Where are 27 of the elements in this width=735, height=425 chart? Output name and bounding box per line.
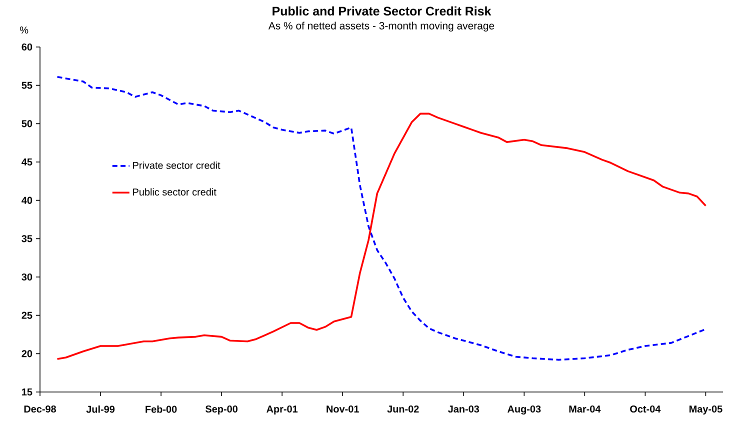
y-tick-label: 15 — [22, 388, 32, 396]
y-axis-title: % — [20, 26, 28, 34]
y-tick-label: 60 — [22, 43, 32, 51]
y-tick-label: 20 — [22, 350, 32, 358]
y-tick-label: 35 — [22, 235, 32, 242]
y-tick-label: 45 — [22, 158, 32, 166]
x-tick-label: Mar-04 — [569, 405, 601, 413]
x-tick-label: Jun-02 — [387, 405, 419, 413]
x-tick-label: Jan-03 — [448, 405, 480, 413]
y-tick-label: 40 — [22, 196, 32, 204]
x-tick-label: Aug-03 — [508, 405, 541, 415]
y-tick-label: 30 — [22, 273, 32, 281]
x-tick-label: Oct-04 — [630, 405, 661, 413]
chart-title: Public and Private Sector Credit Risk — [272, 6, 492, 16]
x-tick-label: Dec-98 — [24, 405, 56, 413]
x-tick-label: Sep-00 — [206, 405, 238, 414]
y-tick-label: 25 — [22, 312, 32, 319]
chart-subtitle: As % of netted assets - 3-month moving average — [268, 22, 494, 32]
legend-label: Public sector credit — [133, 188, 216, 196]
y-tick-label: 50 — [22, 120, 32, 128]
x-tick-label: Apr-01 — [266, 405, 298, 414]
x-tick-label: May-05 — [690, 405, 722, 414]
x-tick-label: Feb-00 — [146, 405, 177, 413]
legend-label: Private sector credit — [133, 162, 220, 169]
x-tick-label: Nov-01 — [326, 405, 359, 413]
y-tick-label: 55 — [22, 82, 32, 89]
x-tick-label: Jul-99 — [86, 405, 115, 413]
